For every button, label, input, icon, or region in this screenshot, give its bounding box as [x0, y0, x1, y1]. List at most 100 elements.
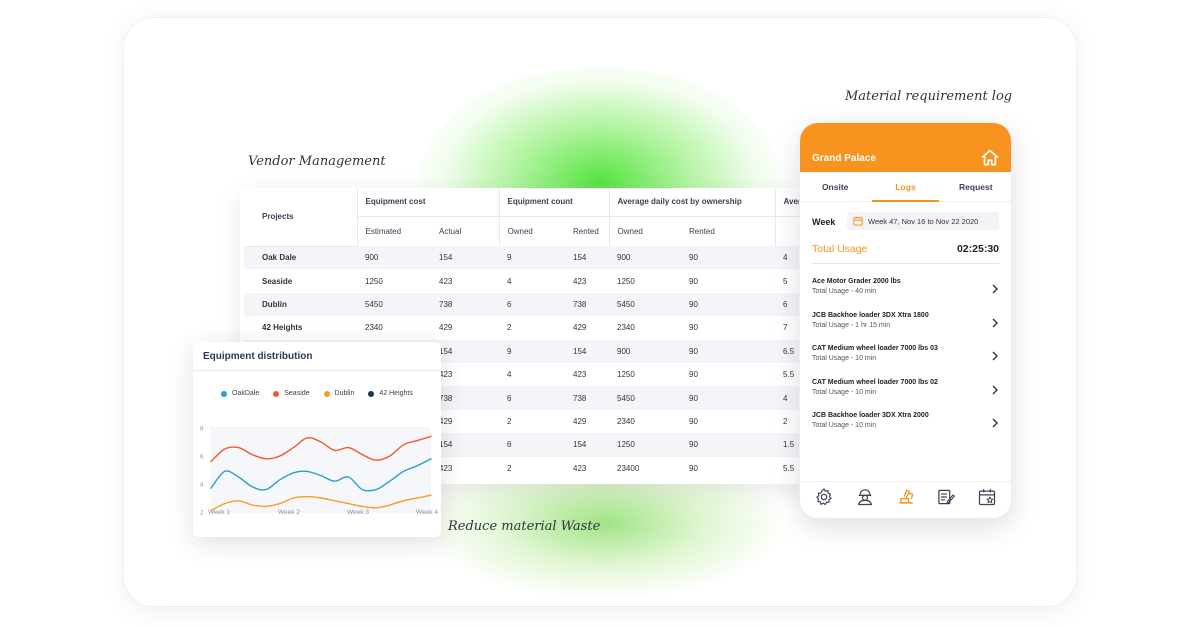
log-item-name: JCB Backhoe loader 3DX Xtra 1800	[812, 311, 929, 319]
caption-reduce-waste: Reduce material Waste	[448, 519, 601, 534]
table-row: Dublin 5450 738 6 738 5450 90 6	[244, 292, 805, 317]
table-cell: 429	[439, 416, 453, 426]
notes-icon[interactable]	[936, 487, 956, 507]
equipment-distribution-card: Equipment distribution OakDale Seaside D…	[193, 342, 441, 537]
table-cell: 1250	[617, 370, 635, 380]
table-cell: 1250	[609, 433, 682, 457]
week-selector[interactable]: Week 47, Nov 16 to Nov 22 2020	[847, 212, 999, 230]
table-cell: 900	[357, 246, 431, 270]
table-cell: 738	[431, 386, 500, 410]
project-name-cell: 42 Heights	[262, 323, 303, 333]
log-item[interactable]: CAT Medium wheel loader 7000 lbs 03 Tota…	[800, 340, 1011, 374]
equipment-line-chart: 8 6 4 2 Week 1 Week 2 Week 3 Week 4	[200, 427, 438, 517]
project-name-cell: Dublin	[244, 292, 357, 317]
calendar-star-icon[interactable]	[977, 487, 997, 507]
home-icon[interactable]	[980, 148, 1000, 168]
log-item[interactable]: JCB Backhoe loader 3DX Xtra 1800 Total U…	[800, 307, 1011, 341]
tab-logs[interactable]: Logs	[870, 172, 940, 202]
header-avg-daily-cost: Average daily cost by ownership	[609, 188, 776, 217]
table-cell: 90	[689, 323, 698, 333]
table-cell: 90	[689, 463, 698, 473]
table-cell: 90	[689, 416, 698, 426]
subheader-rented-cost: Rented	[681, 216, 776, 246]
subheader-rented: Rented	[565, 216, 610, 246]
excavator-icon[interactable]	[896, 487, 916, 507]
table-cell: 9	[499, 339, 566, 363]
log-item-usage: Total Usage - 10 min	[812, 355, 877, 362]
log-item[interactable]: CAT Medium wheel loader 7000 lbs 02 Tota…	[800, 374, 1011, 408]
legend-dot-dublin	[323, 390, 330, 397]
table-cell: 423	[439, 276, 453, 286]
table-cell: 154	[565, 246, 610, 270]
header-equipment-count: Equipment count	[499, 188, 610, 217]
table-cell: 5450	[609, 386, 682, 410]
log-item-name: CAT Medium wheel loader 7000 lbs 02	[812, 378, 938, 386]
tab-onsite[interactable]: Onsite	[821, 182, 849, 192]
table-cell: 4	[507, 370, 512, 380]
table-cell: 4	[507, 276, 512, 286]
x-tick-label: Week 2	[278, 509, 300, 516]
header-projects: Projects	[244, 188, 358, 247]
table-row: 423 2 423 23400 90 5.5	[244, 457, 804, 480]
legend-item-seaside: Seaside	[273, 390, 310, 397]
table-cell: 2	[507, 323, 512, 333]
chevron-right-icon	[992, 318, 998, 327]
legend-dot-oakdale	[221, 390, 227, 397]
table-cell: 2	[783, 416, 788, 426]
log-item-name: Ace Motor Grader 2000 lbs	[812, 278, 901, 285]
legend-dot-42-heights	[368, 390, 375, 397]
table-cell: 429	[573, 323, 587, 333]
table-cell: 23400	[617, 463, 640, 473]
series-line-seaside	[210, 435, 432, 463]
log-item[interactable]: Ace Motor Grader 2000 lbs Total Usage - …	[800, 273, 1011, 307]
log-item-usage: Total Usage - 40 min	[812, 288, 877, 295]
table-row: Oak Dale 900 154 9 154 900 90 4	[244, 246, 805, 270]
table-cell: 2	[507, 463, 512, 473]
total-usage-label: Total Usage	[812, 243, 868, 255]
table-cell: 90	[681, 386, 776, 410]
divider	[812, 263, 999, 264]
table-row: 423 4 423 1250 90 5.5	[244, 363, 804, 386]
tab-request[interactable]: Request	[959, 182, 993, 192]
table-cell: 90	[689, 276, 698, 286]
project-name-cell: Oak Dale	[244, 246, 357, 270]
table-cell: 2340	[617, 416, 635, 426]
table-cell: 1.5	[775, 433, 805, 457]
table-cell: 429	[573, 416, 587, 426]
table-cell: 6	[499, 433, 566, 457]
legend-label-seaside: Seaside	[284, 390, 310, 397]
table-cell: 90	[681, 339, 776, 363]
table-cell: 154	[565, 339, 610, 363]
table-cell: 738	[565, 386, 610, 410]
table-cell: 1250	[617, 276, 635, 286]
x-tick-label: Week 1	[208, 509, 230, 516]
table-cell: 5.5	[783, 370, 795, 380]
week-label: Week	[812, 217, 836, 227]
table-cell: 5450	[357, 292, 431, 317]
y-tick-label: 6	[200, 455, 204, 461]
chevron-right-icon	[992, 385, 998, 394]
table-cell: 154	[431, 433, 500, 457]
table-row: 429 2 429 2340 90 2	[244, 410, 804, 433]
chevron-right-icon	[992, 284, 998, 294]
log-item-usage: Total Usage - 10 min	[812, 422, 877, 429]
table-cell: 90	[681, 433, 776, 457]
total-usage-value: 02:25:30	[956, 243, 999, 255]
table-cell: 2340	[365, 323, 383, 333]
log-item-name: JCB Backhoe loader 3DX Xtra 2000	[812, 412, 929, 419]
table-cell: 5.5	[783, 463, 795, 473]
worker-icon[interactable]	[855, 487, 875, 507]
divider	[193, 370, 441, 371]
table-cell: 4	[775, 386, 805, 410]
table-cell: 900	[609, 246, 682, 270]
caption-material-log: Material requirement log	[845, 89, 1013, 104]
gear-icon[interactable]	[814, 487, 834, 507]
log-item-usage: Total Usage - 1 hr 15 min	[812, 321, 891, 329]
table-cell: 738	[431, 292, 500, 317]
plot-band	[211, 428, 431, 512]
y-tick-label: 2	[200, 511, 204, 517]
header-equipment-cost: Equipment cost	[357, 188, 500, 217]
table-cell: 154	[431, 246, 500, 270]
week-range: Week 47, Nov 16 to Nov 22 2020	[868, 216, 979, 226]
log-item[interactable]: JCB Backhoe loader 3DX Xtra 2000 Total U…	[800, 407, 1011, 441]
